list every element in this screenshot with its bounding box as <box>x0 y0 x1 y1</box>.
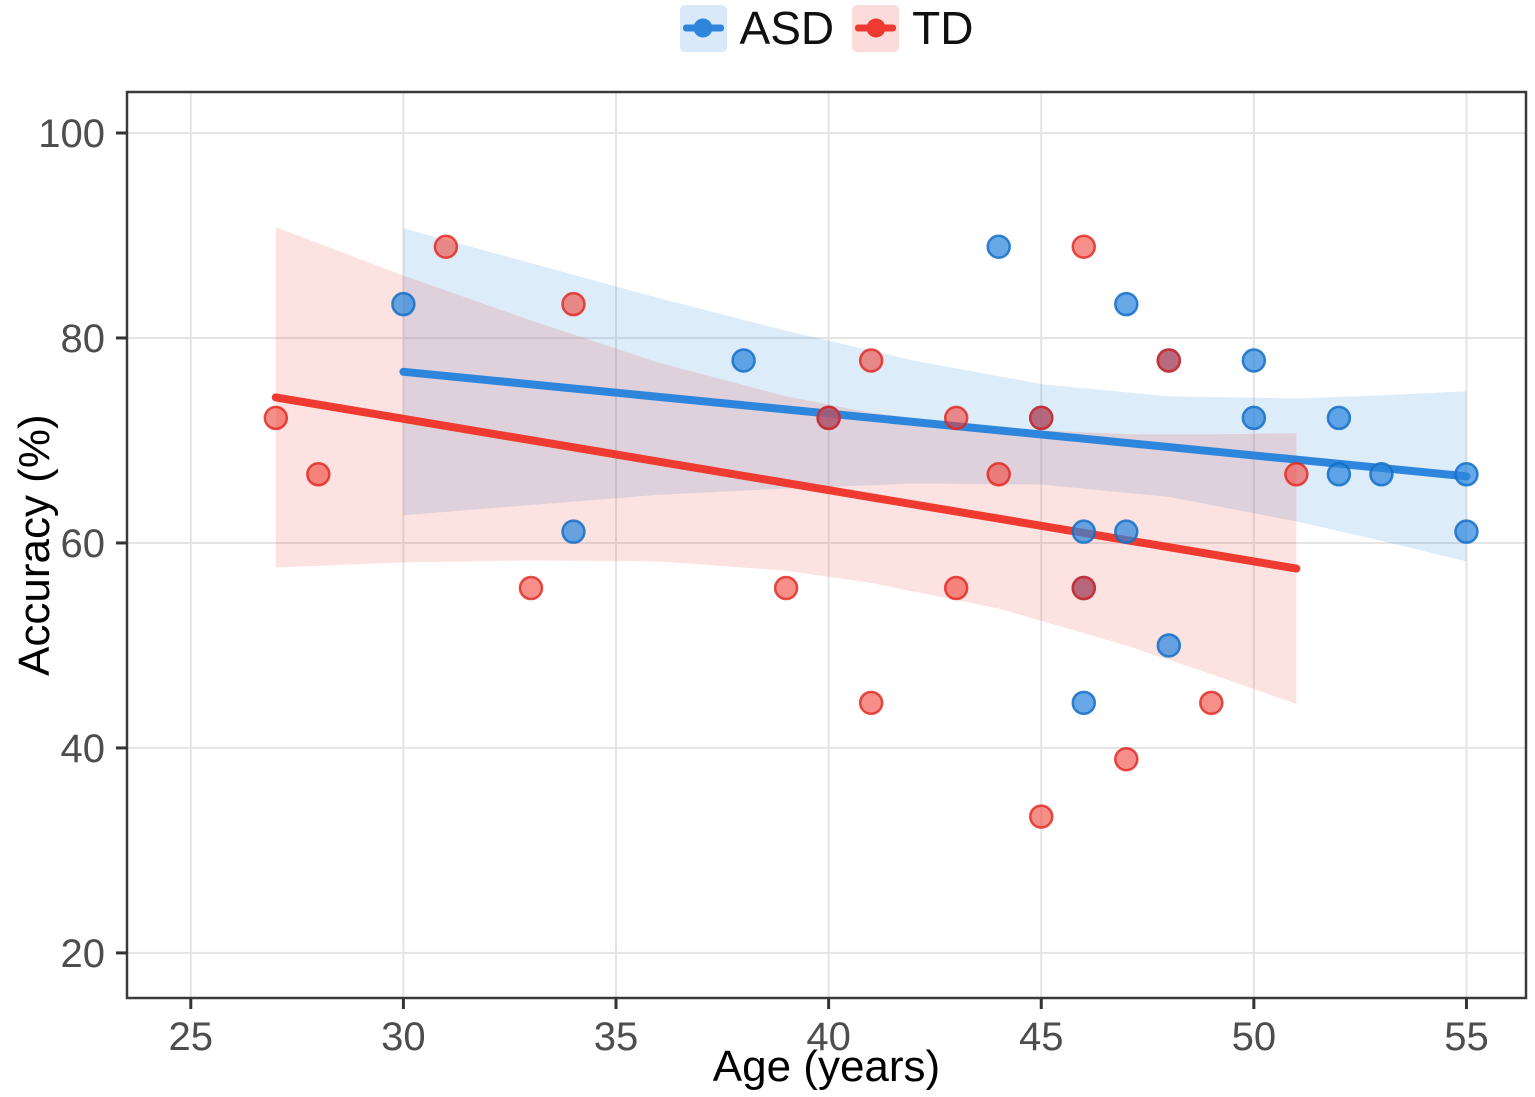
point-asd-14 <box>1241 405 1267 431</box>
point-asd-6 <box>1071 519 1097 544</box>
legend-key-asd-icon <box>679 4 727 52</box>
point-asd-18 <box>1454 462 1479 487</box>
point-td-15 <box>1071 575 1097 601</box>
y-axis-title: Accuracy (%) <box>10 414 59 676</box>
point-td-11 <box>986 462 1011 487</box>
point-td-13 <box>1028 405 1054 431</box>
y-tick-label-80: 80 <box>61 317 106 361</box>
point-td-2 <box>433 234 459 260</box>
x-axis-title: Age (years) <box>712 1042 941 1091</box>
x-tick-label-25: 25 <box>169 1015 214 1059</box>
x-tick-label-55: 55 <box>1444 1015 1489 1059</box>
legend-item-asd: ASD <box>679 2 835 54</box>
ci-band-asd <box>403 228 1467 562</box>
point-asd-9 <box>1114 291 1139 317</box>
legend-key-td-icon <box>852 4 900 52</box>
point-td-9 <box>943 405 969 431</box>
point-asd-8 <box>1071 690 1097 716</box>
point-asd-17 <box>1369 462 1394 487</box>
point-td-3 <box>518 575 544 601</box>
point-td-7 <box>858 348 884 373</box>
panel-border <box>125 90 1528 1000</box>
point-td-1 <box>306 462 331 487</box>
y-tick-label-60: 60 <box>61 522 106 566</box>
point-td-10 <box>943 575 969 601</box>
point-asd-12 <box>1156 633 1182 658</box>
point-asd-19 <box>1454 519 1479 544</box>
x-tick-label-40: 40 <box>806 1015 851 1059</box>
point-asd-10 <box>1114 519 1139 544</box>
point-asd-13 <box>1241 348 1267 373</box>
point-td-12 <box>1028 804 1054 829</box>
x-tick-label-35: 35 <box>594 1015 639 1059</box>
y-tick-label-40: 40 <box>61 727 106 771</box>
point-asd-15 <box>1326 405 1352 431</box>
legend-item-td: TD <box>852 2 974 54</box>
x-tick-label-50: 50 <box>1232 1015 1277 1059</box>
point-asd-2 <box>731 348 756 373</box>
point-asd-4 <box>986 234 1011 260</box>
x-tick-label-30: 30 <box>381 1015 426 1059</box>
point-td-0 <box>263 405 289 431</box>
legend-label-asd: ASD <box>739 2 835 54</box>
point-td-17 <box>1156 348 1182 373</box>
point-td-8 <box>858 690 884 716</box>
point-td-4 <box>561 291 586 317</box>
legend-label-td: TD <box>912 2 974 54</box>
point-td-6 <box>816 405 841 431</box>
point-td-18 <box>1199 690 1224 716</box>
point-td-19 <box>1284 462 1309 487</box>
regression-line-asd <box>399 367 1471 481</box>
y-tick-label-20: 20 <box>61 932 106 976</box>
point-td-16 <box>1114 746 1139 772</box>
point-td-5 <box>773 575 799 601</box>
point-td-14 <box>1071 234 1097 260</box>
point-asd-0 <box>391 291 416 317</box>
x-tick-label-45: 45 <box>1019 1015 1064 1059</box>
legend: ASD TD <box>127 2 1526 54</box>
point-asd-1 <box>561 519 586 544</box>
ci-band-td <box>275 227 1297 704</box>
point-asd-16 <box>1326 462 1352 487</box>
y-tick-label-100: 100 <box>38 112 105 156</box>
